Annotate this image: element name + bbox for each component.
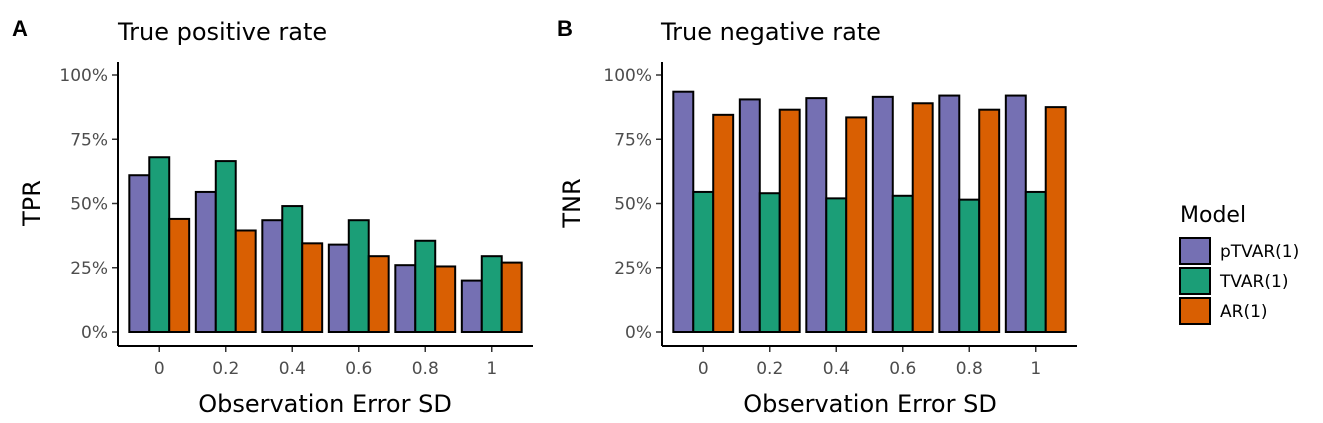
panel-b-bar-ar1-0 — [712, 113, 735, 333]
panel-a-bar-ar1-0_4 — [301, 242, 324, 334]
panel-b-x-tick-label: 0.6 — [889, 359, 916, 379]
panel-a-bar-ptvar1-0 — [128, 174, 151, 333]
panel-b-plot-area: 0 0.2 0.4 0.6 0.8 1 0% 25% 50% 75% 100% — [603, 62, 1077, 379]
panel-a-bar-ptvar1-0_2 — [194, 190, 217, 333]
panel-b-bar-ar1-0_4 — [845, 116, 868, 333]
panel-b-bar-tvar1-1 — [1024, 190, 1047, 333]
panel-a-bar-ar1-0_6 — [367, 255, 390, 333]
panel-a-x-tick-label: 0.2 — [212, 359, 239, 379]
panel-a-bar-tvar1-0_4 — [281, 205, 304, 334]
panel-a-x-tick-label: 0.4 — [279, 359, 306, 379]
panel-b-x-tick-label: 0.2 — [756, 359, 783, 379]
legend: Model pTVAR(1) TVAR(1) AR(1) — [1179, 203, 1299, 325]
panel-a-x-tick-label: 0.8 — [412, 359, 439, 379]
legend-items: pTVAR(1) TVAR(1) AR(1) — [1179, 237, 1299, 325]
panel-a-bar-ar1-0 — [168, 217, 191, 333]
panel-b-bar-ptvar1-0_8 — [938, 94, 961, 333]
panel-a-x-axis-title: Observation Error SD — [198, 390, 452, 418]
panel-b-bar-tvar1-0_8 — [958, 198, 981, 333]
panel-a-bar-tvar1-0_2 — [214, 160, 237, 333]
panel-b-bar-ar1-0_2 — [778, 108, 801, 333]
panel-b: B True negative rate TNR Observation Err… — [557, 16, 1077, 418]
legend-label: AR(1) — [1220, 302, 1268, 322]
panel-b-bar-tvar1-0_2 — [758, 192, 781, 333]
panel-b-x-tick-label: 1 — [1030, 359, 1041, 379]
panel-b-y-tick-label: 100% — [603, 66, 652, 86]
panel-a-bar-ptvar1-0_6 — [327, 243, 350, 333]
panel-a-bar-tvar1-0 — [148, 156, 171, 333]
panel-b-bar-ptvar1-0_2 — [738, 98, 761, 334]
panel-b-x-tick-label: 0 — [698, 359, 709, 379]
panel-b-title: True negative rate — [660, 18, 881, 46]
panel-b-y-tick-label: 0% — [625, 323, 652, 343]
legend-key-ptvar1 — [1179, 237, 1211, 265]
legend-title: Model — [1180, 203, 1246, 228]
panel-b-x-tick-label: 0.8 — [956, 359, 983, 379]
panel-b-bar-ptvar1-0_6 — [871, 95, 894, 333]
panel-a-tag: A — [12, 16, 28, 41]
panel-b-x-axis-title: Observation Error SD — [743, 390, 997, 418]
panel-a-y-axis-title: TPR — [18, 180, 46, 227]
panel-b-bar-tvar1-0 — [692, 190, 715, 333]
panel-b-bar-ptvar1-1 — [1004, 94, 1027, 333]
panel-b-bar-ar1-0_8 — [978, 108, 1001, 333]
panel-b-x-tick-label: 0.4 — [823, 359, 850, 379]
panel-b-y-axis-title: TNR — [558, 178, 586, 228]
panel-a-bar-ar1-0_8 — [434, 265, 457, 333]
panel-b-tag: B — [557, 16, 573, 41]
panel-b-bar-ar1-1 — [1044, 106, 1067, 333]
legend-key-tvar1 — [1179, 267, 1211, 295]
panel-a-x-tick-label: 1 — [486, 359, 497, 379]
panel-a-y-tick-label: 75% — [70, 130, 108, 150]
panel-a-y-tick-label: 50% — [70, 195, 108, 215]
panel-a-y-tick-label: 0% — [81, 323, 108, 343]
panel-b-y-tick-label: 50% — [614, 195, 652, 215]
panel-a-x-tick-label: 0 — [154, 359, 165, 379]
panel-a-bar-ar1-0_2 — [234, 229, 257, 333]
panel-a-bar-ptvar1-0_8 — [394, 264, 417, 333]
legend-key-ar1 — [1179, 297, 1211, 325]
panel-a-plot-area: 0 0.2 0.4 0.6 0.8 1 0% 25% 50% 75% 100% — [59, 62, 533, 379]
panel-b-bar-ptvar1-0 — [672, 90, 695, 333]
panel-a-bar-tvar1-0_8 — [414, 239, 437, 333]
panel-b-bar-tvar1-0_6 — [891, 194, 914, 333]
panel-a-bar-tvar1-1 — [480, 255, 503, 333]
legend-label: pTVAR(1) — [1220, 242, 1299, 262]
panel-a-y-tick-label: 25% — [70, 259, 108, 279]
panel-b-bar-ptvar1-0_4 — [805, 97, 828, 333]
panel-a-bar-ptvar1-1 — [460, 279, 483, 334]
panel-a-bar-tvar1-0_6 — [347, 219, 370, 333]
panel-b-y-tick-label: 75% — [614, 130, 652, 150]
legend-label: TVAR(1) — [1219, 272, 1288, 292]
panel-a-y-tick-label: 100% — [59, 66, 108, 86]
panel-a-bar-ptvar1-0_4 — [261, 219, 284, 333]
panel-a-bar-ar1-1 — [500, 261, 523, 333]
panel-a-title: True positive rate — [117, 18, 327, 46]
panel-a: A True positive rate TPR Observation Err… — [12, 16, 533, 418]
panel-b-y-tick-label: 25% — [614, 259, 652, 279]
panel-a-x-tick-label: 0.6 — [345, 359, 372, 379]
panel-b-bar-ar1-0_6 — [911, 102, 934, 333]
panel-b-bar-tvar1-0_4 — [825, 197, 848, 333]
